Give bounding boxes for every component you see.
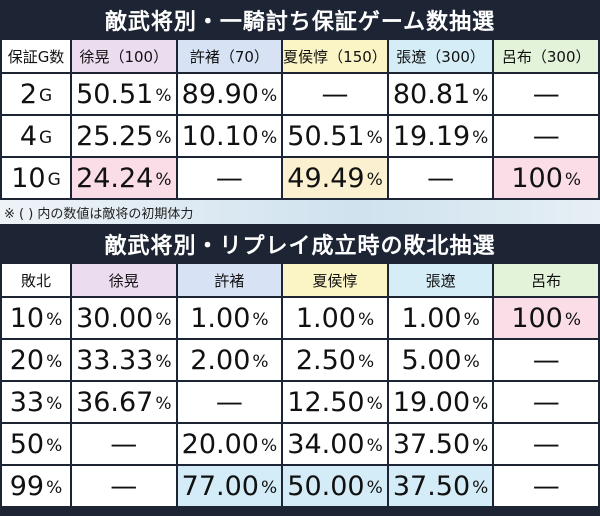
value-cell: 49.49%: [283, 158, 387, 198]
value-cell: 77.00%: [177, 466, 282, 506]
value-cell: 19.00%: [388, 382, 493, 422]
row-label: 20%: [2, 340, 70, 380]
header-cell: 保証G数: [2, 40, 70, 72]
row-label: 99%: [2, 466, 70, 506]
value-cell: 100%: [494, 298, 598, 338]
value-cell: 50.00%: [283, 466, 387, 506]
value-cell: 12.50%: [283, 382, 387, 422]
value-cell: 37.50%: [388, 466, 493, 506]
table: 保証G数 徐晃（100） 許褚（70） 夏侯惇（150） 張遼（300） 呂布（300） 2…: [0, 40, 600, 200]
value-cell: —: [494, 340, 598, 380]
value-cell: 1.00%: [177, 298, 282, 338]
value-cell: 1.00%: [388, 298, 493, 338]
row-label: 10%: [2, 298, 70, 338]
row-label: 33%: [2, 382, 70, 422]
value-cell: 34.00%: [283, 424, 387, 464]
value-cell: —: [72, 424, 176, 464]
header-cell: 徐晃: [72, 264, 176, 296]
row-label: 50%: [2, 424, 70, 464]
note: ※ ( ) 内の数値は敵将の初期体力: [0, 200, 600, 224]
value-cell: —: [283, 74, 387, 114]
value-cell: —: [177, 382, 282, 422]
header-cell: 呂布: [494, 264, 598, 296]
value-cell: 89.90%: [177, 74, 282, 114]
value-cell: 1.00%: [283, 298, 387, 338]
value-cell: —: [72, 466, 176, 506]
header-cell: 張遼: [388, 264, 493, 296]
value-cell: 20.00%: [177, 424, 282, 464]
value-cell: 2.50%: [283, 340, 387, 380]
value-cell: 5.00%: [388, 340, 493, 380]
value-cell: 33.33%: [72, 340, 176, 380]
value-cell: 10.10%: [177, 116, 282, 156]
header-cell: 呂布（300）: [494, 40, 598, 72]
value-cell: —: [388, 158, 493, 198]
value-cell: —: [494, 116, 598, 156]
value-cell: 50.51%: [283, 116, 387, 156]
value-cell: 2.00%: [177, 340, 282, 380]
value-cell: —: [494, 424, 598, 464]
value-cell: 37.50%: [388, 424, 493, 464]
header-cell: 徐晃（100）: [72, 40, 176, 72]
table-title: 敵武将別・リプレイ成立時の敗北抽選: [0, 224, 600, 264]
value-cell: 19.19%: [388, 116, 493, 156]
value-cell: 100%: [494, 158, 598, 198]
value-cell: 24.24%: [72, 158, 176, 198]
header-cell: 許褚: [177, 264, 282, 296]
value-cell: 30.00%: [72, 298, 176, 338]
table: 敗北 徐晃 許褚 夏侯惇 張遼 呂布 10% 30.00% 1.00% 1.00% 1.00% 100…: [0, 264, 600, 508]
value-cell: 36.67%: [72, 382, 176, 422]
row-label: 10 G: [2, 158, 70, 198]
header-cell: 張遼（300）: [388, 40, 493, 72]
header-cell: 夏侯惇: [283, 264, 387, 296]
value-cell: 80.81%: [388, 74, 493, 114]
value-cell: —: [494, 382, 598, 422]
value-cell: —: [177, 158, 282, 198]
value-cell: —: [494, 466, 598, 506]
value-cell: —: [494, 74, 598, 114]
header-cell: 許褚（70）: [177, 40, 282, 72]
value-cell: 50.51%: [72, 74, 176, 114]
header-cell: 夏侯惇（150）: [283, 40, 387, 72]
value-cell: 25.25%: [72, 116, 176, 156]
table-title: 敵武将別・一騎討ち保証ゲーム数抽選: [0, 0, 600, 40]
header-cell: 敗北: [2, 264, 70, 296]
